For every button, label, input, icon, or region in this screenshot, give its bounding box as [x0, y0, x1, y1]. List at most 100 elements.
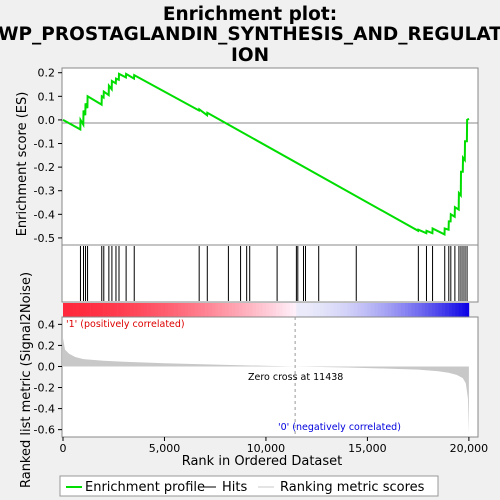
color-bar-segment [130, 303, 135, 317]
color-bar-segment [201, 303, 206, 317]
color-bar-segment [259, 303, 263, 317]
color-bar-segment [93, 303, 98, 317]
color-bar-segment [343, 303, 348, 317]
color-bar-segment [323, 303, 328, 317]
color-bar-segment [448, 303, 453, 317]
metric-y-tick-label: 0.4 [38, 318, 56, 331]
color-bar-segment [374, 303, 378, 317]
color-bar-segment [255, 303, 260, 317]
color-bar-segment [211, 303, 216, 317]
legend-ranking-label: Ranking metric scores [280, 480, 425, 495]
color-bar-segment [293, 303, 297, 317]
color-bar-segment [414, 303, 419, 317]
color-bar-segment [465, 303, 470, 317]
color-bar-segment [157, 303, 162, 317]
metric-x-ticks: 0 5,000 10,000 15,000 20,000 [60, 437, 489, 455]
color-bar-segment [140, 303, 145, 317]
color-bar-segment [215, 303, 219, 317]
color-bar-segment [134, 303, 138, 317]
color-bar-segment [171, 303, 175, 317]
color-bar-segment [242, 303, 246, 317]
color-bar-segment [208, 303, 213, 317]
color-bar-segment [316, 303, 321, 317]
color-bar-segment [367, 303, 372, 317]
color-bar-segment [451, 303, 456, 317]
color-bar-segment [123, 303, 128, 317]
metric-panel-frame [61, 316, 479, 438]
es-y-axis-label: Enrichment score (ES) [15, 92, 30, 237]
hits-panel [61, 244, 479, 303]
color-bar-segment [360, 303, 365, 317]
color-bar-segment [83, 303, 87, 317]
es-y-tick-label: -0.3 [34, 185, 55, 198]
color-bar-segment [462, 303, 466, 317]
color-bar-segment [313, 303, 317, 317]
color-bar-segment [347, 303, 351, 317]
color-bar-segment [69, 303, 74, 317]
color-bar-segment [296, 303, 301, 317]
legend-box [59, 475, 439, 497]
color-bar-segment [401, 303, 405, 317]
color-bar-segment [350, 303, 355, 317]
color-bar-segment [181, 303, 186, 317]
color-bar-segment [394, 303, 399, 317]
color-bar-segment [96, 303, 101, 317]
color-bar-segment [106, 303, 111, 317]
color-bar-segment [194, 303, 199, 317]
color-bar-segment [397, 303, 402, 317]
color-bar-segment [117, 303, 121, 317]
color-bar-segment [441, 303, 446, 317]
color-bar-segment [333, 303, 338, 317]
x-tick-label: 10,000 [247, 442, 286, 455]
es-y-tick-label: 0.0 [38, 114, 56, 127]
color-bar-segment [272, 303, 277, 317]
title-line-2: WP_PROSTAGLANDIN_SYNTHESIS_AND_REGULAT [0, 24, 500, 45]
color-bar-segment [86, 303, 91, 317]
color-bar-segment [265, 303, 270, 317]
color-bar-segment [428, 303, 432, 317]
ranking-color-bar [63, 303, 470, 317]
es-panel-frame [61, 67, 479, 246]
x-axis-label: Rank in Ordered Dataset [182, 454, 343, 469]
color-bar-segment [103, 303, 108, 317]
color-bar-segment [110, 303, 115, 317]
color-bar-segment [431, 303, 436, 317]
color-bar-segment [113, 303, 118, 317]
color-bar-segment [421, 303, 426, 317]
color-bar-segment [127, 303, 131, 317]
color-bar-segment [147, 303, 152, 317]
color-bar-segment [228, 303, 233, 317]
color-bar-segment [353, 303, 358, 317]
color-bar-segment [235, 303, 240, 317]
color-bar-segment [150, 303, 155, 317]
color-bar-segment [232, 303, 236, 317]
color-bar-segment [418, 303, 422, 317]
color-bar-segment [225, 303, 230, 317]
metric-y-tick-label: 0.0 [38, 360, 56, 373]
color-bar-segment [340, 303, 345, 317]
color-bar-segment [404, 303, 409, 317]
color-bar-segment [245, 303, 250, 317]
color-bar-segment [218, 303, 223, 317]
legend-enrichment-label: Enrichment profile [85, 480, 205, 495]
title-line-3: ION [231, 45, 269, 66]
color-bar-segment [73, 303, 77, 317]
color-bar-segment [326, 303, 331, 317]
color-bar-segment [161, 303, 165, 317]
es-y-tick-label: 0.1 [38, 90, 56, 103]
title-line-1: Enrichment plot: [163, 4, 337, 25]
es-y-tick-label: -0.4 [34, 208, 55, 221]
color-bar-segment [455, 303, 460, 317]
color-bar-segment [306, 303, 311, 317]
x-tick-label: 20,000 [450, 442, 489, 455]
es-y-tick-label: -0.5 [34, 232, 55, 245]
color-bar-segment [66, 303, 71, 317]
color-bar-segment [286, 303, 290, 317]
color-bar-segment [299, 303, 304, 317]
color-bar-segment [435, 303, 439, 317]
x-tick-label: 5,000 [149, 442, 181, 455]
color-bar-segment [167, 303, 172, 317]
es-y-tick-label: 0.2 [38, 67, 56, 80]
color-bar-segment [154, 303, 159, 317]
